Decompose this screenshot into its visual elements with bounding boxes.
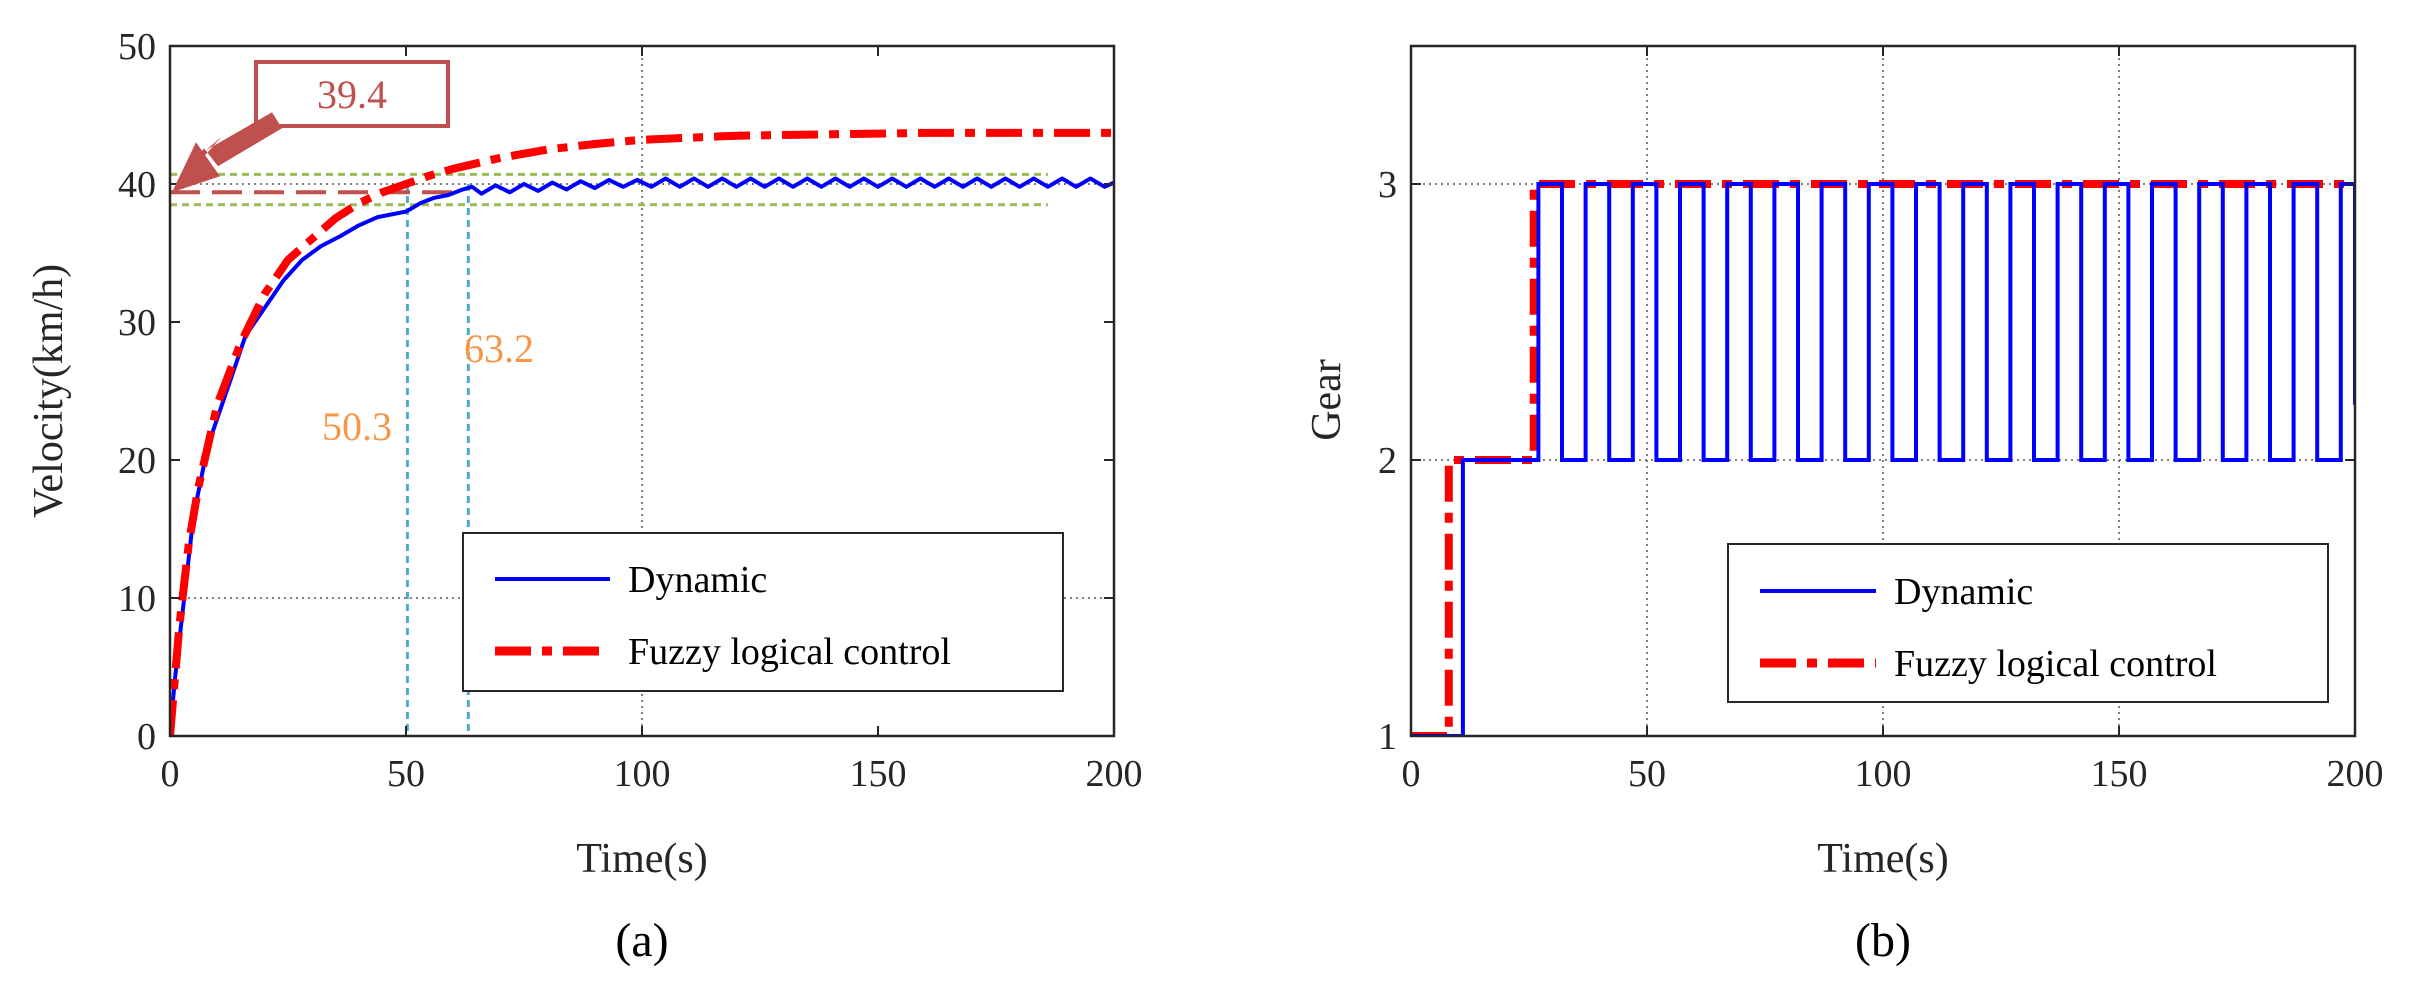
x-tick-label: 0 bbox=[1402, 753, 1421, 795]
chart-b-legend-box bbox=[1727, 543, 2329, 703]
chart-b-x-ticks: 0 50 100 150 200 bbox=[1402, 46, 2384, 795]
chart-a-callout-arrow bbox=[172, 112, 282, 193]
y-tick-label: 3 bbox=[1378, 164, 1397, 206]
y-tick-label: 2 bbox=[1378, 440, 1397, 482]
x-tick-label: 100 bbox=[1855, 753, 1912, 795]
chart-b-x-axis-label: Time(s) bbox=[1817, 836, 1948, 882]
chart-b-legend-label-fuzzy: Fuzzy logical control bbox=[1894, 643, 2217, 685]
chart-b-y-axis-label: Gear bbox=[1304, 359, 1350, 441]
y-tick-label: 40 bbox=[118, 164, 156, 206]
y-tick-label: 20 bbox=[118, 440, 156, 482]
x-tick-label: 200 bbox=[2327, 753, 2384, 795]
chart-a-x-axis-label: Time(s) bbox=[576, 836, 707, 882]
x-tick-label: 100 bbox=[614, 753, 671, 795]
series-line-dynamic bbox=[1411, 182, 2355, 736]
series-line-fuzzy bbox=[170, 128, 1114, 736]
y-tick-label: 10 bbox=[118, 578, 156, 620]
chart-a: 50.3 63.2 0 50 100 150 200 0 10 20 30 40 50 Time(s… bbox=[26, 26, 1143, 967]
chart-a-y-ticks: 0 10 20 30 40 50 bbox=[118, 26, 1114, 758]
y-tick-label: 0 bbox=[137, 716, 156, 758]
chart-a-x-ticks: 0 50 100 150 200 bbox=[161, 46, 1143, 795]
chart-b-legend: Dynamic Fuzzy logical control bbox=[1727, 543, 2329, 703]
x-tick-label: 200 bbox=[1086, 753, 1143, 795]
chart-a-callout-value: 39.4 bbox=[317, 72, 387, 117]
series-line-dynamic bbox=[170, 176, 1114, 736]
x-tick-label: 0 bbox=[161, 753, 180, 795]
chart-b-y-ticks: 1 2 3 bbox=[1378, 164, 2355, 758]
annotation-vline-label: 50.3 bbox=[322, 404, 392, 449]
chart-a-callout-box bbox=[254, 60, 450, 128]
chart-a-callout: 39.4 bbox=[172, 60, 450, 193]
annotation-vline-label: 63.2 bbox=[464, 326, 534, 371]
y-tick-label: 30 bbox=[118, 302, 156, 344]
chart-a-panel-label: (a) bbox=[615, 914, 668, 967]
chart-a-series bbox=[170, 128, 1114, 736]
x-tick-label: 50 bbox=[1628, 753, 1666, 795]
y-tick-label: 1 bbox=[1378, 716, 1397, 758]
chart-b-legend-label-dynamic: Dynamic bbox=[1894, 571, 2033, 613]
chart-b-panel-label: (b) bbox=[1855, 914, 1911, 967]
chart-a-annotation-bands: 50.3 63.2 bbox=[170, 172, 1048, 736]
chart-a-legend-box bbox=[462, 532, 1064, 692]
y-tick-label: 50 bbox=[118, 26, 156, 68]
chart-a-legend: Dynamic Fuzzy logical control bbox=[462, 532, 1064, 692]
chart-a-legend-label-fuzzy: Fuzzy logical control bbox=[628, 631, 951, 673]
x-tick-label: 150 bbox=[2091, 753, 2148, 795]
chart-a-legend-label-dynamic: Dynamic bbox=[628, 559, 767, 601]
x-tick-label: 50 bbox=[387, 753, 425, 795]
chart-a-y-axis-label: Velocity(km/h) bbox=[26, 264, 72, 518]
chart-b: 0 50 100 150 200 1 2 3 Time(s) Gear (b) Dynami… bbox=[1304, 44, 2384, 967]
x-tick-label: 150 bbox=[850, 753, 907, 795]
chart-a-callout-arrow-head bbox=[172, 142, 220, 193]
chart-b-series bbox=[1411, 180, 2355, 736]
